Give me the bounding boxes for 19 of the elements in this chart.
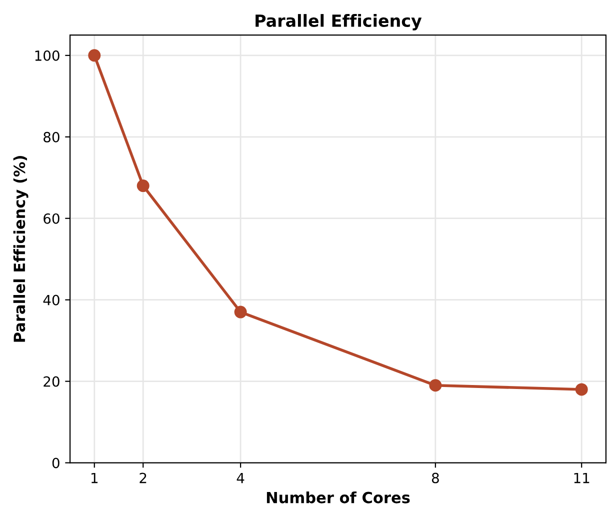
point	[88, 49, 101, 62]
y-tick-label: 80	[44, 132, 60, 142]
x-tick-label: 1	[92, 472, 98, 484]
y-tick-label: 60	[44, 213, 60, 224]
x-tick-label: 4	[236, 472, 244, 484]
x-tick-label: 11	[574, 472, 590, 484]
x-tick-label: 8	[432, 472, 439, 484]
point	[136, 180, 150, 192]
y-tick-label: 100	[35, 50, 60, 61]
y-tick-label: 0	[52, 458, 60, 468]
x-axis-title: Number of Cores	[266, 492, 410, 504]
y-axis-title: Parallel Efficiency (%)	[13, 156, 28, 342]
x-tick-label: 2	[140, 472, 146, 484]
y-tick-label: 40	[43, 294, 60, 306]
point	[234, 306, 247, 318]
chart-title: Parallel Efficiency	[256, 14, 422, 30]
point	[429, 379, 442, 392]
y-tick-label: 20	[44, 376, 60, 387]
point	[575, 383, 588, 396]
